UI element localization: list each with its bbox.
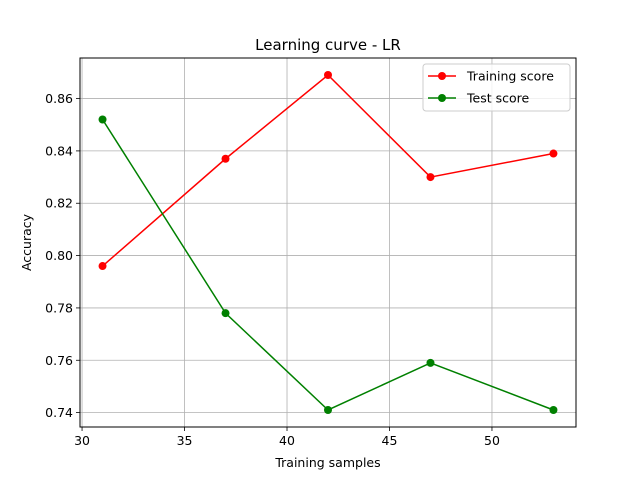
x-tick-label: 50 bbox=[484, 433, 500, 448]
data-point-training bbox=[549, 149, 558, 158]
plot-frame bbox=[79, 57, 577, 428]
legend-label-training: Training score bbox=[466, 69, 554, 84]
y-tick-label: 0.78 bbox=[45, 300, 73, 315]
data-point-training bbox=[98, 262, 107, 271]
grid-lines bbox=[80, 58, 576, 427]
data-point-test bbox=[98, 115, 107, 124]
data-point-training bbox=[426, 173, 435, 182]
y-axis-label: Accuracy bbox=[19, 213, 34, 271]
x-tick-label: 40 bbox=[279, 433, 295, 448]
x-tick-label: 35 bbox=[177, 433, 193, 448]
legend: Training score Test score bbox=[422, 63, 571, 112]
legend-marker-test bbox=[438, 94, 446, 102]
y-tick-label: 0.86 bbox=[45, 91, 73, 106]
y-tick-label: 0.80 bbox=[45, 248, 73, 263]
series-layer bbox=[98, 71, 558, 414]
data-point-test bbox=[221, 309, 230, 318]
data-point-training bbox=[221, 154, 230, 163]
y-tick-label: 0.74 bbox=[45, 405, 73, 420]
legend-box bbox=[422, 63, 571, 112]
y-tick-label: 0.84 bbox=[45, 143, 73, 158]
axis-ticks: 30 35 40 45 50 0.74 0.76 0.78 0.80 0.82 0.84 0.86 bbox=[45, 91, 500, 448]
y-tick-label: 0.82 bbox=[45, 196, 73, 211]
x-tick-label: 45 bbox=[382, 433, 398, 448]
x-axis-label: Training samples bbox=[274, 455, 380, 470]
legend-marker-training bbox=[438, 72, 446, 80]
chart-title: Learning curve - LR bbox=[255, 36, 401, 54]
data-point-training bbox=[324, 71, 332, 80]
legend-label-test: Test score bbox=[466, 91, 529, 106]
data-point-test bbox=[549, 405, 558, 414]
data-point-test bbox=[426, 358, 435, 367]
x-tick-label: 30 bbox=[74, 433, 90, 448]
data-point-test bbox=[324, 405, 332, 414]
y-tick-label: 0.76 bbox=[45, 353, 73, 368]
